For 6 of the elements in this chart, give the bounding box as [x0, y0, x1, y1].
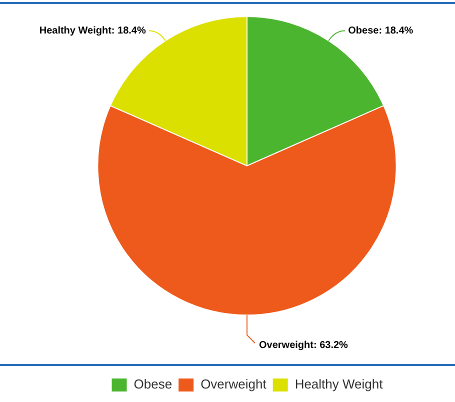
data-label: Overweight: 63.2% [259, 340, 348, 351]
data-label: Obese: 18.4% [348, 25, 414, 36]
legend-label: Healthy Weight [294, 376, 384, 392]
data-label: Healthy Weight: 18.4% [39, 25, 146, 36]
legend-label: Overweight [200, 376, 267, 392]
legend-label: Obese [134, 376, 172, 392]
